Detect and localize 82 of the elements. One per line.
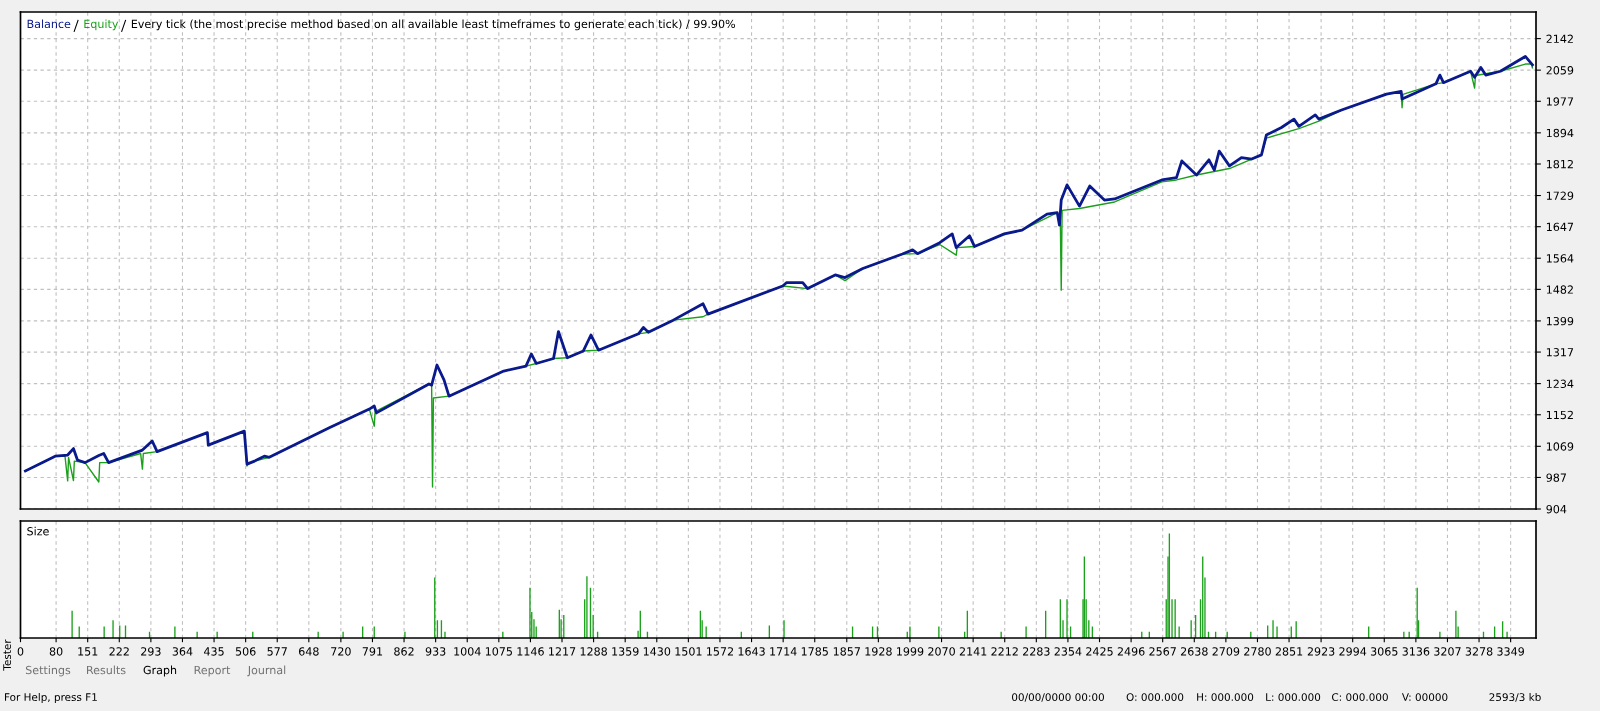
y-tick-label: 904 — [1546, 504, 1567, 514]
x-tick-label: 1288 — [580, 647, 607, 656]
x-tick-label: 2780 — [1244, 647, 1271, 656]
text: Tester — [3, 639, 12, 671]
y-tick-label: 1069 — [1546, 442, 1574, 451]
x-tick-label: 791 — [362, 647, 383, 656]
text: Graph — [143, 665, 177, 677]
y-tick-label: 1399 — [1546, 316, 1574, 326]
x-tick-label: 293 — [141, 647, 161, 656]
x-tick-label: 3349 — [1497, 647, 1524, 656]
text: O: 000.000 — [1126, 693, 1184, 702]
x-tick-label: 1714 — [770, 647, 797, 656]
x-tick-label: 2354 — [1054, 647, 1082, 656]
y-tick-label: 1647 — [1546, 222, 1574, 232]
text: Journal — [247, 665, 286, 677]
y-tick-label: 1977 — [1546, 97, 1574, 106]
y-tick-label: 2142 — [1546, 34, 1573, 43]
text: Equity — [84, 19, 119, 31]
x-tick-label: 1501 — [675, 647, 702, 656]
text: C: 000.000 — [1332, 693, 1388, 702]
x-tick-label: 2709 — [1212, 647, 1240, 656]
text: H: 000.000 — [1197, 693, 1254, 702]
x-tick-label: 2283 — [1023, 647, 1050, 656]
x-tick-label: 364 — [172, 647, 193, 656]
y-tick-label: 1729 — [1546, 191, 1574, 200]
x-tick-label: 1004 — [454, 647, 481, 656]
x-tick-label: 2425 — [1086, 647, 1113, 656]
x-tick-label: 2638 — [1180, 647, 1208, 656]
y-tick-label: 1482 — [1546, 285, 1573, 294]
x-tick-label: 2567 — [1149, 647, 1176, 656]
x-tick-label: 933 — [425, 647, 446, 656]
x-tick-label: 1217 — [549, 647, 576, 656]
x-tick-label: 1857 — [833, 647, 860, 656]
x-tick-label: 720 — [331, 647, 351, 656]
x-tick-label: 1785 — [801, 647, 828, 656]
y-tick-label: 1152 — [1546, 410, 1573, 420]
x-tick-label: 151 — [78, 647, 98, 656]
text: V: 00000 — [1401, 693, 1448, 702]
x-tick-label: 2070 — [928, 647, 955, 656]
x-tick-label: 1430 — [643, 647, 671, 656]
text: Results — [87, 665, 126, 675]
x-tick-label: 506 — [235, 647, 256, 656]
x-tick-label: 1572 — [707, 647, 733, 656]
y-tick-label: 1564 — [1546, 254, 1574, 263]
x-tick-label: 3065 — [1370, 647, 1398, 656]
x-tick-label: 1359 — [612, 647, 639, 656]
text: 2593/3 kb — [1489, 692, 1541, 702]
x-tick-label: 1146 — [517, 647, 544, 656]
x-tick-label: 1999 — [897, 647, 924, 656]
x-tick-label: 80 — [49, 647, 63, 656]
chart-title: Size — [27, 526, 49, 536]
x-tick-label: 435 — [203, 647, 224, 656]
x-tick-label: 3207 — [1434, 647, 1461, 656]
y-tick-label: 1234 — [1546, 379, 1574, 388]
x-tick-label: 2212 — [991, 647, 1018, 656]
y-tick-label: 2059 — [1546, 66, 1574, 75]
x-tick-label: 648 — [299, 647, 319, 656]
x-tick-label: 222 — [109, 647, 129, 656]
text: 00/00/0000 00:00 — [1012, 693, 1104, 702]
y-tick-label: 1894 — [1546, 128, 1574, 138]
x-tick-label: 2141 — [959, 647, 987, 656]
x-tick-label: 862 — [394, 647, 414, 656]
y-tick-label: 987 — [1546, 473, 1566, 482]
x-tick-label: 2496 — [1117, 647, 1145, 656]
text: Report — [194, 665, 231, 677]
x-tick-label: 1928 — [865, 647, 892, 656]
x-tick-label: 2994 — [1339, 647, 1367, 656]
x-tick-label: 3136 — [1402, 647, 1430, 656]
y-tick-label: 1812 — [1546, 159, 1573, 169]
text: Every tick (the most precise method based on all available least timeframes to generate each tick) / 99.90% — [131, 19, 736, 31]
y-tick-label: 1317 — [1546, 348, 1574, 357]
x-tick-label: 0 — [17, 647, 24, 656]
x-tick-label: 1643 — [738, 647, 765, 656]
x-tick-label: 3278 — [1465, 647, 1493, 656]
x-tick-label: 1075 — [485, 647, 512, 656]
x-tick-label: 2923 — [1307, 647, 1335, 656]
text: L: 000.000 — [1266, 693, 1321, 702]
x-tick-label: 577 — [267, 647, 287, 656]
x-tick-label: 2851 — [1275, 647, 1303, 656]
text: Settings — [25, 665, 71, 677]
text: For Help, press F1 — [5, 692, 97, 704]
text: Balance — [27, 19, 71, 29]
